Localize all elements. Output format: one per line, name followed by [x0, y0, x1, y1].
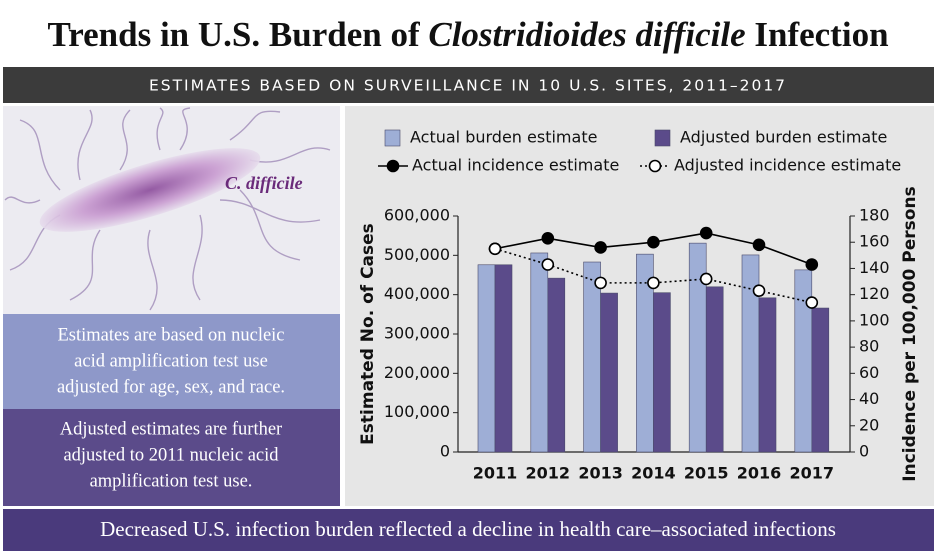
y2-tick-label: 40 — [859, 389, 879, 408]
x-tick-label: 2017 — [790, 464, 835, 483]
y-tick-label: 100,000 — [384, 402, 450, 421]
note-line: Estimates are based on nucleic — [57, 325, 284, 345]
title-part: Trends in U.S. Burden of — [47, 15, 428, 54]
y2-tick-label: 120 — [859, 284, 890, 303]
legend-marker — [386, 159, 400, 173]
bar — [583, 261, 601, 453]
x-tick-label: 2013 — [578, 464, 623, 483]
point — [699, 226, 713, 240]
x-tick-label: 2014 — [631, 464, 676, 483]
note-line: adjusted for age, sex, and race. — [57, 377, 285, 397]
y2-tick-label: 20 — [859, 415, 879, 434]
y2-axis-title: Incidence per 100,000 Persons — [900, 186, 920, 481]
point — [488, 242, 502, 256]
bar — [547, 277, 566, 453]
bar — [494, 264, 513, 453]
title-part: Clostridioides difficile — [428, 15, 745, 54]
point — [541, 258, 555, 271]
legend-label: Actual incidence estimate — [412, 156, 619, 175]
x-tick-label: 2012 — [526, 464, 571, 483]
note-box — [3, 314, 340, 409]
y-tick-label: 200,000 — [384, 363, 450, 382]
y-tick-label: 300,000 — [384, 324, 450, 343]
subtitle: ESTIMATES BASED ON SURVEILLANCE IN 10 U.… — [149, 77, 787, 95]
y2-tick-label: 100 — [859, 310, 890, 329]
point — [594, 276, 607, 290]
point — [647, 276, 660, 290]
subtitle-bar — [3, 67, 934, 103]
y2-tick-label: 180 — [859, 206, 890, 225]
bar — [477, 264, 496, 453]
point — [647, 235, 660, 249]
x-tick-label: 2016 — [737, 464, 782, 483]
note-line: Adjusted estimates are further — [60, 419, 282, 439]
legend-swatch — [654, 129, 671, 147]
bar — [705, 286, 724, 453]
legend-label: Adjusted burden estimate — [680, 128, 887, 147]
note-line: acid amplification test use — [74, 351, 268, 371]
bar — [741, 254, 760, 453]
note-line: amplification test use. — [90, 471, 253, 491]
point — [699, 272, 713, 286]
x-tick-label: 2015 — [684, 464, 729, 483]
bar — [653, 292, 671, 453]
legend-marker — [648, 159, 662, 173]
y-tick-label: 0 — [440, 442, 450, 461]
point — [752, 284, 766, 298]
footer-bar — [3, 509, 934, 551]
y2-tick-label: 80 — [859, 337, 879, 356]
y-tick-label: 400,000 — [384, 284, 450, 303]
bar — [811, 307, 830, 453]
point — [805, 258, 819, 271]
y2-tick-label: 160 — [859, 232, 890, 251]
note-line: adjusted to 2011 nucleic acid — [63, 445, 279, 465]
title: Trends in U.S. Burden of Clostridioides … — [47, 15, 888, 54]
illustration-label: C. difficile — [225, 173, 303, 193]
bacterium — [39, 148, 261, 232]
y-tick-label: 500,000 — [384, 245, 450, 264]
y2-tick-label: 0 — [859, 442, 869, 461]
point — [541, 231, 555, 245]
point — [752, 238, 766, 252]
note-box — [3, 409, 340, 506]
x-tick-label: 2011 — [473, 464, 518, 483]
y-tick-label: 600,000 — [384, 206, 450, 225]
point — [805, 296, 819, 309]
y2-tick-label: 60 — [859, 363, 879, 382]
legend-label: Actual burden estimate — [410, 128, 597, 147]
bar — [530, 252, 549, 453]
bar — [758, 297, 777, 453]
legend-swatch — [384, 129, 401, 147]
footer: Decreased U.S. infection burden reflecte… — [100, 517, 836, 541]
flagella — [4, 107, 331, 311]
y2-tick-label: 140 — [859, 258, 890, 277]
point — [594, 241, 607, 254]
legend-label: Adjusted incidence estimate — [674, 156, 901, 175]
title-part: Infection — [746, 15, 889, 54]
y-axis-title: Estimated No. of Cases — [358, 223, 378, 445]
bar — [600, 292, 618, 453]
